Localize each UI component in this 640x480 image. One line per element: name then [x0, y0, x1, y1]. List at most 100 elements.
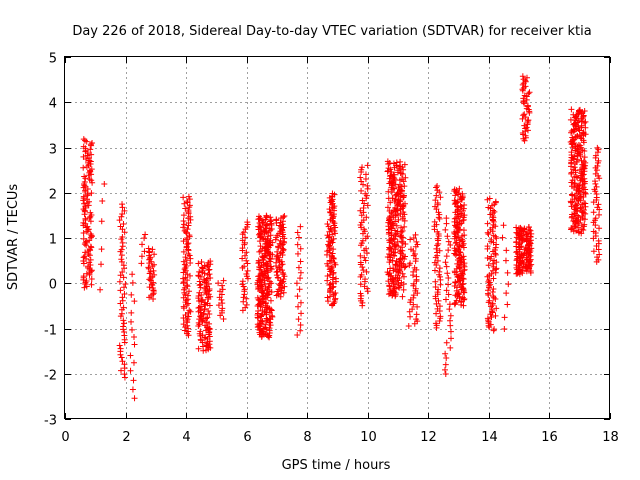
- data-point: [402, 174, 409, 181]
- data-point: [387, 173, 394, 180]
- data-point: [410, 235, 417, 242]
- data-point: [484, 229, 491, 236]
- data-point: [265, 283, 272, 290]
- data-point: [180, 294, 187, 301]
- data-point: [456, 185, 463, 192]
- data-point: [359, 264, 366, 271]
- data-point: [128, 291, 135, 298]
- data-point: [239, 237, 246, 244]
- data-point: [485, 231, 492, 238]
- data-point: [579, 114, 586, 121]
- data-point: [454, 291, 461, 298]
- data-point: [257, 223, 264, 230]
- data-point: [294, 229, 301, 236]
- data-point: [505, 281, 512, 288]
- data-point: [332, 290, 339, 297]
- data-point: [488, 236, 495, 243]
- data-point: [118, 213, 125, 220]
- data-point: [447, 344, 454, 351]
- data-point: [241, 263, 248, 270]
- data-point: [121, 374, 128, 381]
- data-point: [521, 92, 528, 99]
- data-point: [459, 281, 466, 288]
- data-point: [391, 171, 398, 178]
- data-point: [513, 224, 520, 231]
- data-point: [397, 232, 404, 239]
- data-point: [414, 303, 421, 310]
- x-tick-label: 10: [360, 430, 377, 445]
- data-point: [182, 254, 189, 261]
- data-point: [436, 318, 443, 325]
- data-point: [81, 200, 88, 207]
- data-point: [196, 268, 203, 275]
- data-point: [330, 235, 337, 242]
- data-point: [451, 215, 458, 222]
- data-point: [324, 232, 331, 239]
- data-point: [325, 241, 332, 248]
- data-point: [525, 90, 532, 97]
- data-point: [363, 195, 370, 202]
- data-point: [273, 269, 280, 276]
- data-point: [332, 295, 339, 302]
- data-point: [87, 261, 94, 268]
- data-point: [357, 252, 364, 259]
- data-point: [387, 245, 394, 252]
- data-point: [82, 215, 89, 222]
- data-point: [441, 366, 448, 373]
- data-point: [121, 284, 128, 291]
- data-point: [581, 175, 588, 182]
- data-point: [387, 199, 394, 206]
- data-point: [435, 286, 442, 293]
- data-point: [294, 241, 301, 248]
- data-point: [461, 212, 468, 219]
- data-point: [296, 286, 303, 293]
- data-point: [455, 234, 462, 241]
- data-point: [201, 276, 208, 283]
- data-point: [490, 275, 497, 282]
- data-point: [200, 310, 207, 317]
- data-point: [127, 367, 134, 374]
- data-point: [486, 195, 493, 202]
- data-point: [401, 183, 408, 190]
- data-point: [582, 210, 589, 217]
- data-point: [489, 306, 496, 313]
- data-point: [486, 297, 493, 304]
- data-point: [184, 241, 191, 248]
- data-point: [87, 141, 94, 148]
- data-point: [240, 294, 247, 301]
- data-point: [384, 204, 391, 211]
- data-point: [413, 238, 420, 245]
- x-tick-label: 0: [61, 430, 69, 445]
- data-point: [396, 267, 403, 274]
- data-point: [569, 211, 576, 218]
- data-point: [219, 282, 226, 289]
- data-point: [413, 316, 420, 323]
- data-point: [485, 287, 492, 294]
- data-point: [578, 157, 585, 164]
- data-point: [277, 237, 284, 244]
- data-point: [206, 266, 213, 273]
- data-point: [392, 246, 399, 253]
- data-point: [197, 313, 204, 320]
- data-point: [360, 181, 367, 188]
- data-point: [239, 278, 246, 285]
- x-tick-label: 4: [182, 430, 190, 445]
- data-point: [407, 313, 414, 320]
- data-point: [414, 241, 421, 248]
- data-point: [457, 202, 464, 209]
- data-point: [185, 193, 192, 200]
- data-point: [364, 202, 371, 209]
- data-point: [499, 234, 506, 241]
- data-point: [215, 302, 222, 309]
- data-point: [268, 266, 275, 273]
- data-point: [456, 221, 463, 228]
- data-point: [181, 261, 188, 268]
- data-point: [98, 261, 105, 268]
- data-point: [357, 174, 364, 181]
- data-point: [388, 168, 395, 175]
- data-point: [489, 267, 496, 274]
- data-point: [325, 223, 332, 230]
- data-point: [101, 180, 108, 187]
- data-point: [259, 288, 266, 295]
- data-point: [268, 288, 275, 295]
